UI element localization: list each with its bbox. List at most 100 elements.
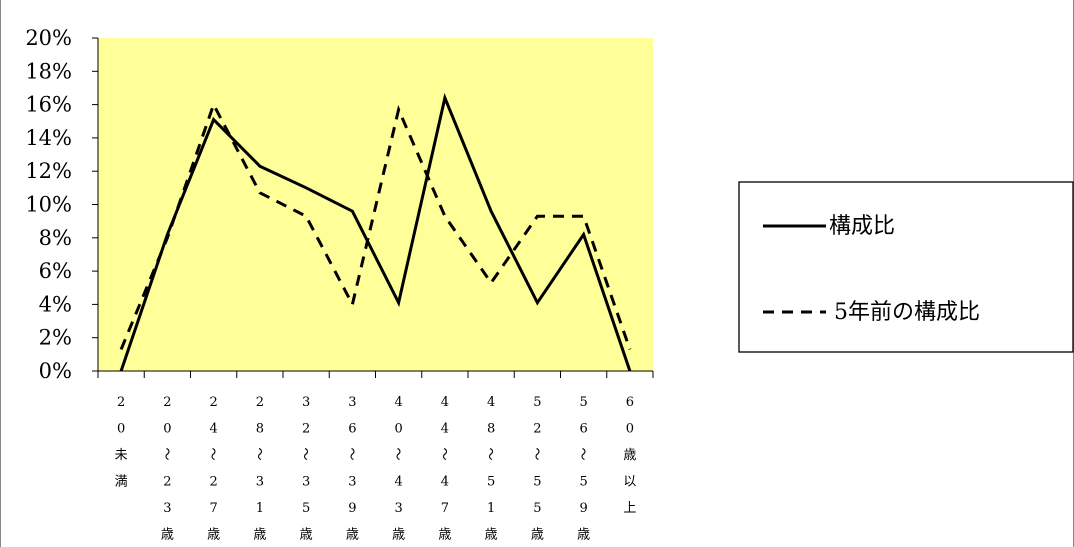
x-tick-label-char: 2 [209,395,217,410]
x-tick-label: 2 0 未満 [115,395,128,490]
x-tick-label-char: 0 [117,422,125,437]
y-tick-label: 0% [39,359,72,383]
x-tick-label-char: 5 [533,395,541,410]
x-tick-label-char: 3 [394,501,402,516]
series-layer [119,92,632,372]
y-axis: 0% 2% 4% 6% 8% 10% 12% 14% 16% 18% 20% [25,26,99,383]
x-tick-label-char: 4 [394,395,402,410]
x-tick-label-char: 〜 [482,447,497,460]
y-tick-label: 12% [25,159,72,183]
x-tick-label-char: 〜 [297,447,312,460]
y-tick-label: 20% [25,26,72,50]
x-tick-label-char: 5 [533,475,541,490]
x-tick-label-char: 3 [163,501,171,516]
x-tick-label-char: 5 [533,501,541,516]
x-tick-label-char: 3 [302,395,310,410]
x-tick-label: 4 0 〜 4 3 歳 [390,395,406,543]
x-tick-label-char: 歳 [485,528,498,543]
y-tick-label: 6% [39,259,72,283]
x-tick-label-char: 3 [348,395,356,410]
x-tick-label-char: 以 [623,475,636,490]
x-tick-label-char: 6 [348,422,356,437]
x-tick-label-char: 2 [163,395,171,410]
x-tick-label-char: 5 [579,475,587,490]
x-tick-label: 6 0 歳以上 [623,395,636,516]
x-tick-label-char: 9 [348,501,356,516]
x-tick-label-char: 5 [302,501,310,516]
x-tick-label-char: 4 [394,475,402,490]
x-tick-label-char: 7 [441,501,449,516]
x-tick-label-char: 上 [623,501,636,516]
y-tick-label: 2% [39,326,72,350]
x-tick-label-char: 5 [487,475,495,490]
y-tick-label: 4% [39,292,72,316]
x-tick-label: 2 8 〜 3 1 歳 [251,395,267,543]
x-tick-label-char: 0 [394,422,402,437]
x-tick-label-char: 〜 [251,447,266,460]
x-tick-label-char: 歳 [300,528,313,543]
x-tick-label-char: 歳 [623,448,636,463]
x-tick-label-char: 7 [209,501,217,516]
x-tick-label: 3 2 〜 3 5 歳 [297,395,313,543]
x-tick-label: 5 2 〜 5 5 歳 [528,395,544,543]
y-tick-label: 18% [25,59,72,83]
y-tick-label: 16% [25,93,72,117]
x-tick-label-char: 歳 [438,528,451,543]
x-tick-label: 3 6 〜 3 9 歳 [343,395,359,543]
x-tick-label-char: 8 [256,422,264,437]
x-tick-label-char: 6 [579,422,587,437]
x-tick-label-char: 歳 [577,528,590,543]
x-tick-label-char: 歳 [392,528,405,543]
x-tick-label-char: 3 [348,475,356,490]
x-tick-label-char: 歳 [531,528,544,543]
x-tick-label-char: 歳 [253,528,266,543]
x-tick-label: 5 6 〜 5 9 歳 [575,395,591,543]
x-tick-label-char: 〜 [390,447,405,460]
x-tick-label-char: 2 [302,422,310,437]
y-tick-label: 8% [39,226,72,250]
x-tick-label: 4 8 〜 5 1 歳 [482,395,498,543]
x-tick-label-char: 2 [533,422,541,437]
x-tick-label-char: 5 [579,395,587,410]
x-tick-label-char: 満 [115,475,128,490]
series-line-composition-5-years-ago [119,100,632,350]
x-axis: 2 0 未満 2 0 〜 2 3 歳 2 4 〜 2 7 歳 2 8 〜 3 1 歳 3 2 〜 3 5 歳 3 6 〜 3 9 歳 4 0 〜 4 3 歳… [97,370,654,543]
x-tick-label-char: 歳 [207,528,220,543]
x-tick-label-char: 8 [487,422,495,437]
x-tick-label-char: 0 [163,422,171,437]
x-tick-label-char: 2 [209,475,217,490]
x-tick-label-char: 2 [256,395,264,410]
x-tick-label-char: 9 [579,501,587,516]
x-tick-label-char: 4 [441,422,449,437]
x-tick-label-char: 1 [256,501,264,516]
x-tick-label-char: 3 [302,475,310,490]
x-tick-label-char: 歳 [161,528,174,543]
x-tick-label-char: 歳 [346,528,359,543]
x-tick-label-char: 〜 [205,447,220,460]
x-tick-label-char: 3 [256,475,264,490]
x-tick-label: 2 0 〜 2 3 歳 [158,395,174,543]
x-tick-label-char: 4 [209,422,217,437]
y-tick-label: 14% [25,126,72,150]
x-tick-label-char: 〜 [343,447,358,460]
x-tick-label-char: 1 [487,501,495,516]
x-tick-label-char: 〜 [436,447,451,460]
x-tick-label-char: 6 [626,395,634,410]
x-tick-label-char: 0 [626,422,634,437]
x-tick-label-char: 〜 [575,447,590,460]
x-tick-label-char: 4 [441,395,449,410]
y-tick-label: 10% [25,193,72,217]
x-tick-label-char: 2 [117,395,125,410]
x-tick-label-char: 未 [115,448,128,463]
series-line-composition [119,92,632,372]
x-tick-label-char: 2 [163,475,171,490]
x-tick-label-char: 4 [487,395,495,410]
x-tick-label: 2 4 〜 2 7 歳 [205,395,221,543]
x-tick-label-char: 4 [441,475,449,490]
legend-label-series-2: 5年前の構成比 [834,300,980,325]
legend-label-series-1: 構成比 [829,214,895,239]
x-tick-label-char: 〜 [158,447,173,460]
x-tick-label: 4 4 〜 4 7 歳 [436,395,452,543]
x-tick-label-char: 〜 [528,447,543,460]
